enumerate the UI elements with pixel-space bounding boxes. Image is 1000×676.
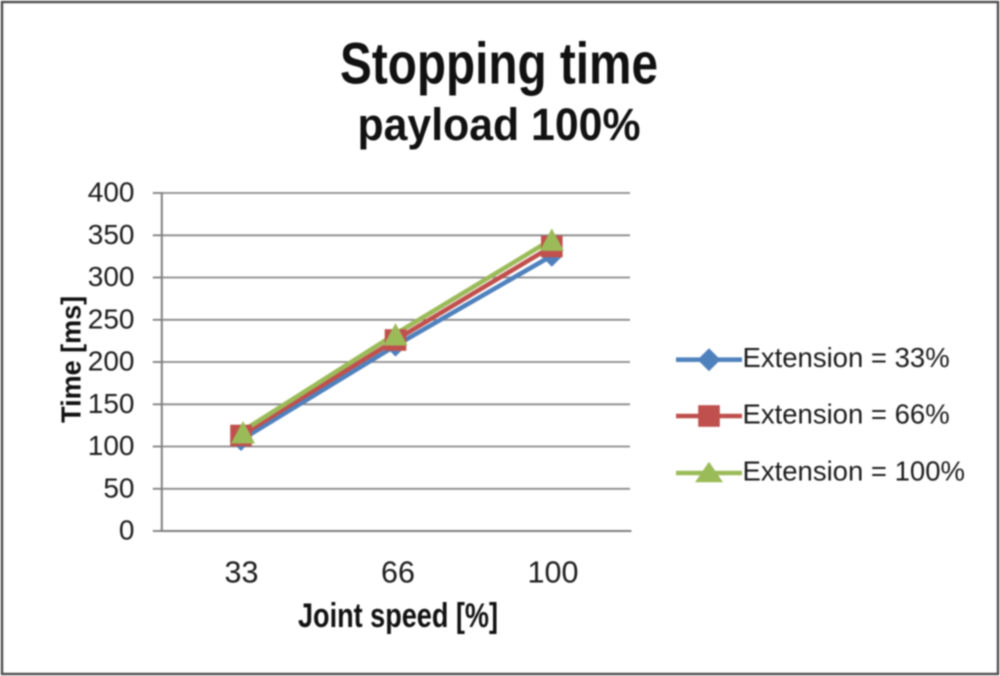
svg-text:150: 150 — [88, 388, 135, 419]
svg-text:350: 350 — [88, 219, 135, 250]
svg-text:100: 100 — [528, 556, 579, 590]
svg-text:Extension = 100%: Extension = 100% — [743, 455, 965, 486]
svg-text:50: 50 — [103, 472, 134, 503]
svg-text:Time [ms]: Time [ms] — [56, 296, 87, 423]
svg-text:payload 100%: payload 100% — [358, 99, 641, 150]
svg-text:0: 0 — [119, 515, 135, 546]
svg-text:400: 400 — [88, 177, 135, 208]
svg-text:Stopping time: Stopping time — [340, 32, 658, 97]
svg-text:Extension = 66%: Extension = 66% — [743, 398, 950, 429]
svg-text:100: 100 — [88, 430, 135, 461]
svg-text:33: 33 — [225, 556, 259, 590]
svg-text:Extension = 33%: Extension = 33% — [743, 342, 950, 373]
svg-text:66: 66 — [381, 556, 415, 590]
svg-text:Joint speed [%]: Joint speed [%] — [298, 597, 498, 635]
svg-text:300: 300 — [88, 261, 135, 292]
svg-text:250: 250 — [88, 303, 135, 334]
svg-text:200: 200 — [88, 346, 135, 377]
